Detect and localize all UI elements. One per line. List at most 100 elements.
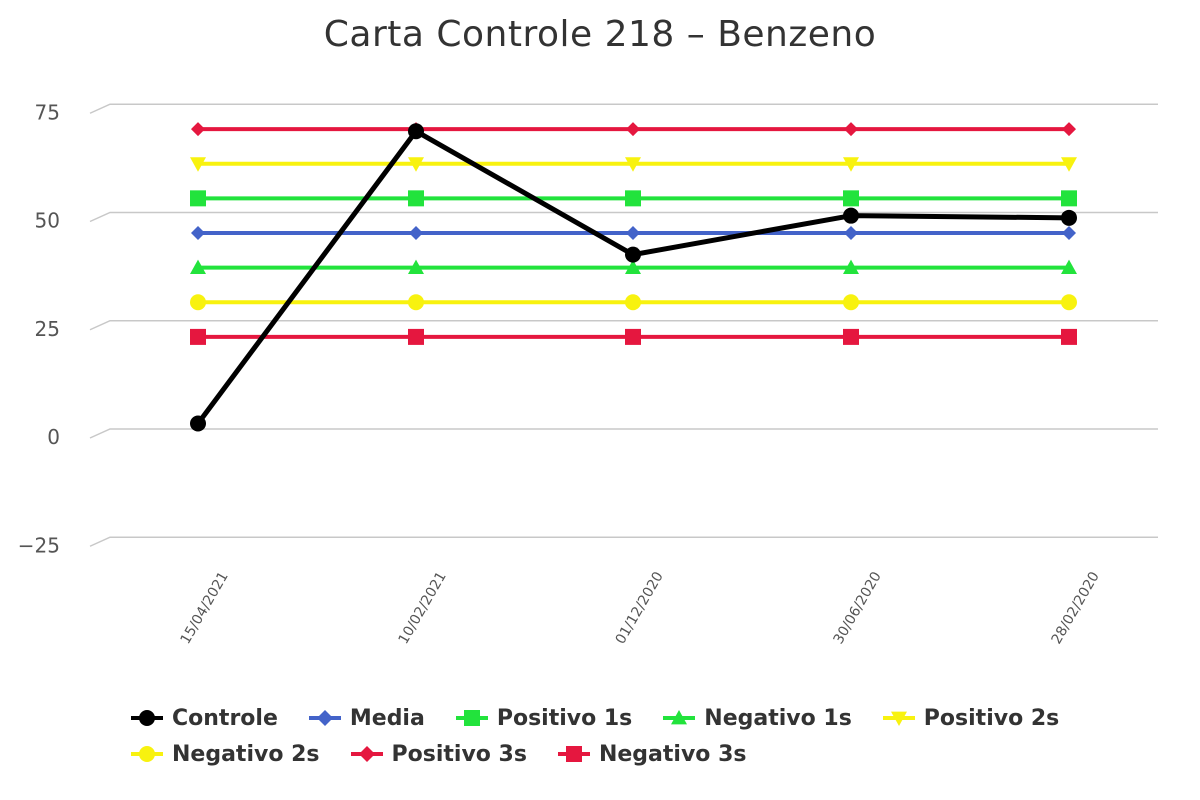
- data-point[interactable]: [843, 190, 859, 207]
- legend-label: Negativo 3s: [598, 741, 747, 767]
- x-tick-label: 28/02/2020: [1049, 569, 1103, 647]
- legend-label: Negativo 2s: [172, 741, 320, 767]
- data-point[interactable]: [1061, 259, 1077, 275]
- legend-label: Positivo 2s: [923, 705, 1060, 731]
- data-point[interactable]: [844, 225, 858, 240]
- data-point[interactable]: [1061, 157, 1077, 172]
- data-point[interactable]: [625, 190, 641, 207]
- legend-symbol: [557, 746, 590, 762]
- data-point[interactable]: [190, 294, 206, 311]
- series-controle: [190, 123, 1077, 432]
- gridline: [89, 320, 1158, 331]
- legend-item[interactable]: Negativo 1s: [662, 706, 852, 731]
- data-point[interactable]: [1061, 209, 1077, 226]
- legend-label: Negativo 1s: [704, 705, 852, 731]
- x-tick-label: 01/12/2020: [613, 569, 667, 647]
- legend-symbol: [308, 710, 341, 726]
- data-point[interactable]: [844, 122, 858, 137]
- legend-item[interactable]: Negativo 2s: [130, 742, 320, 767]
- data-point[interactable]: [408, 123, 424, 140]
- gridline: [89, 211, 1158, 223]
- legend-label: Positivo 1s: [496, 705, 633, 731]
- legend-symbol: [455, 710, 488, 726]
- data-point[interactable]: [843, 157, 859, 172]
- data-point[interactable]: [843, 259, 859, 275]
- data-point[interactable]: [408, 328, 424, 345]
- data-point[interactable]: [190, 328, 206, 345]
- data-point[interactable]: [409, 225, 423, 240]
- series-positivo-2s: [190, 157, 1077, 172]
- data-point[interactable]: [191, 122, 205, 137]
- data-point[interactable]: [408, 157, 424, 172]
- legend-label: Positivo 3s: [391, 741, 527, 767]
- data-point[interactable]: [190, 190, 206, 207]
- data-point[interactable]: [190, 415, 206, 432]
- data-point[interactable]: [190, 157, 206, 172]
- legend: Controle Media Positivo 1s Negativo 1s Posit…: [130, 700, 1130, 772]
- data-point[interactable]: [408, 259, 424, 275]
- data-point[interactable]: [625, 259, 641, 275]
- x-tick-label: 30/06/2020: [831, 569, 885, 647]
- data-point[interactable]: [843, 207, 859, 224]
- legend-symbol: [350, 746, 383, 762]
- chart-plot: −25 0 25 50 75 15/04/2021 10/02/2021 01/12/2020…: [18, 100, 1158, 647]
- data-point[interactable]: [1062, 225, 1076, 240]
- legend-label: Controle: [172, 705, 278, 731]
- data-point[interactable]: [1062, 122, 1076, 137]
- data-point[interactable]: [1061, 190, 1077, 207]
- y-tick-label: 50: [35, 209, 60, 233]
- legend-marker[interactable]: [890, 711, 907, 726]
- legend-label: Media: [349, 705, 425, 731]
- data-point[interactable]: [625, 246, 641, 263]
- legend-marker[interactable]: [463, 710, 480, 726]
- gridline: [89, 428, 1158, 439]
- legend-marker[interactable]: [358, 746, 375, 762]
- grid-layer: [89, 103, 1158, 547]
- x-tick-label: 15/04/2021: [178, 569, 232, 647]
- x-tick-label: 10/02/2021: [396, 569, 450, 647]
- data-point[interactable]: [625, 157, 641, 172]
- legend-row: Negativo 2s Positivo 3s Negativo 3s: [130, 736, 1130, 772]
- data-point[interactable]: [626, 122, 640, 137]
- legend-symbol: [882, 711, 915, 726]
- gridline: [89, 536, 1158, 547]
- data-point[interactable]: [625, 294, 641, 311]
- legend-item[interactable]: Media: [308, 706, 425, 731]
- y-tick-label: 75: [35, 100, 60, 124]
- legend-item[interactable]: Positivo 1s: [455, 706, 632, 731]
- chart-title: Carta Controle 218 – Benzeno: [323, 14, 877, 55]
- legend-marker[interactable]: [671, 710, 688, 725]
- series-negativo-1s: [190, 259, 1077, 275]
- legend-row: Controle Media Positivo 1s Negativo 1s Posit…: [130, 700, 1130, 736]
- data-point[interactable]: [625, 328, 641, 345]
- data-point[interactable]: [843, 294, 859, 311]
- legend-symbol: [131, 746, 163, 762]
- legend-marker[interactable]: [565, 746, 582, 762]
- y-tick-label: −25: [18, 533, 60, 557]
- series-positivo-3s: [191, 122, 1076, 137]
- data-point[interactable]: [1061, 328, 1077, 345]
- legend-marker[interactable]: [139, 710, 155, 726]
- legend-marker[interactable]: [139, 746, 155, 762]
- data-point[interactable]: [408, 190, 424, 207]
- legend-item[interactable]: Negativo 3s: [557, 741, 747, 767]
- legend-symbol: [131, 710, 163, 726]
- y-tick-label: 0: [47, 425, 60, 449]
- data-point[interactable]: [843, 328, 859, 345]
- series-layer: [190, 122, 1077, 432]
- series-media: [191, 225, 1076, 240]
- gridline: [89, 103, 1158, 114]
- data-point[interactable]: [408, 294, 424, 311]
- series-negativo-2s: [190, 294, 1077, 311]
- legend-marker[interactable]: [316, 710, 333, 726]
- data-point[interactable]: [1061, 294, 1077, 311]
- legend-item[interactable]: Positivo 3s: [350, 742, 527, 767]
- series-positivo-1s: [190, 190, 1077, 207]
- legend-item[interactable]: Controle: [130, 706, 278, 731]
- legend-item[interactable]: Positivo 2s: [882, 706, 1059, 731]
- y-tick-label: 25: [35, 317, 60, 341]
- data-point[interactable]: [626, 225, 640, 240]
- axis-labels: −25 0 25 50 75 15/04/2021 10/02/2021 01/12/2020…: [18, 100, 1103, 647]
- data-point[interactable]: [191, 225, 205, 240]
- data-point[interactable]: [190, 259, 206, 275]
